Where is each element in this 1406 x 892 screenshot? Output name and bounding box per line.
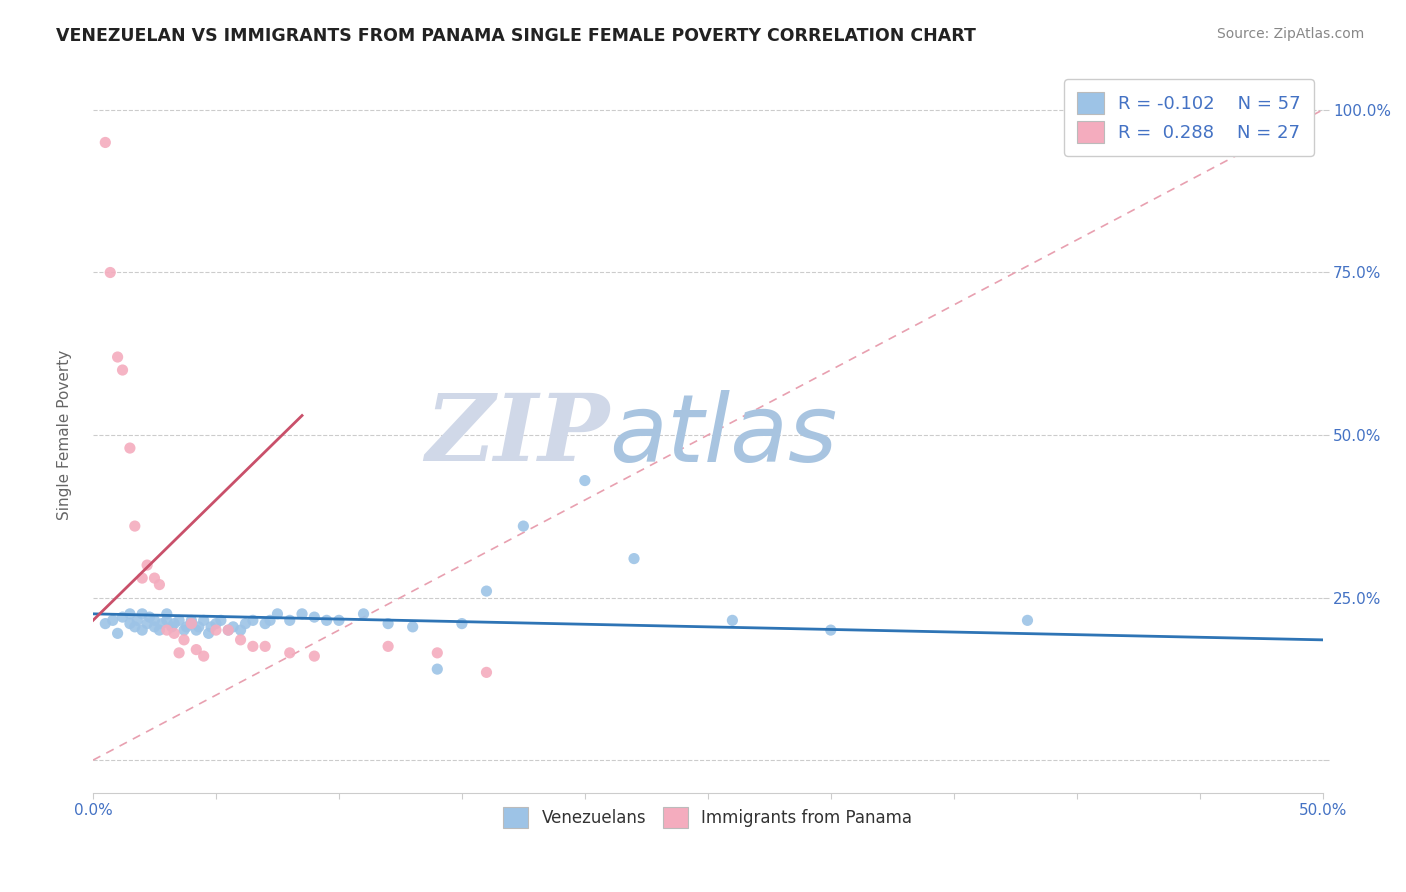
Point <box>136 616 159 631</box>
Point <box>186 623 208 637</box>
Point <box>200 620 222 634</box>
Point <box>426 646 449 660</box>
Point <box>118 607 141 621</box>
Point <box>94 616 117 631</box>
Point <box>304 610 326 624</box>
Y-axis label: Single Female Poverty: Single Female Poverty <box>58 350 72 520</box>
Point <box>187 620 209 634</box>
Point <box>150 616 173 631</box>
Point <box>180 613 202 627</box>
Point <box>278 613 301 627</box>
Point <box>186 642 208 657</box>
Point <box>377 640 399 654</box>
Point <box>235 616 257 631</box>
Point <box>242 640 264 654</box>
Point <box>143 613 166 627</box>
Point <box>721 613 744 627</box>
Point <box>512 519 534 533</box>
Point <box>209 613 232 627</box>
Point <box>167 646 190 660</box>
Point <box>205 616 228 631</box>
Point <box>127 613 149 627</box>
Point <box>328 613 350 627</box>
Point <box>156 623 179 637</box>
Point <box>143 571 166 585</box>
Point <box>180 616 202 631</box>
Point <box>222 620 245 634</box>
Point <box>205 623 228 637</box>
Point <box>167 613 190 627</box>
Point <box>242 613 264 627</box>
Point <box>353 607 375 621</box>
Point <box>101 613 124 627</box>
Point <box>156 613 179 627</box>
Point <box>1017 613 1039 627</box>
Text: Source: ZipAtlas.com: Source: ZipAtlas.com <box>1216 27 1364 41</box>
Point <box>143 620 166 634</box>
Point <box>217 623 239 637</box>
Point <box>138 610 160 624</box>
Text: ZIP: ZIP <box>425 390 609 480</box>
Point <box>180 616 202 631</box>
Point <box>377 616 399 631</box>
Point <box>131 607 153 621</box>
Point <box>163 626 186 640</box>
Point <box>574 474 596 488</box>
Point <box>124 620 146 634</box>
Point <box>148 623 170 637</box>
Point <box>131 571 153 585</box>
Text: atlas: atlas <box>609 390 838 481</box>
Point <box>475 584 498 599</box>
Point <box>94 136 117 150</box>
Point <box>107 350 129 364</box>
Point <box>291 607 314 621</box>
Point <box>118 441 141 455</box>
Point <box>131 623 153 637</box>
Point <box>193 613 215 627</box>
Point <box>229 623 252 637</box>
Point <box>118 616 141 631</box>
Point <box>304 649 326 664</box>
Point <box>820 623 842 637</box>
Point <box>176 620 198 634</box>
Legend: Venezuelans, Immigrants from Panama: Venezuelans, Immigrants from Panama <box>496 801 920 834</box>
Point <box>259 613 281 627</box>
Point <box>148 577 170 591</box>
Point <box>163 616 186 631</box>
Text: VENEZUELAN VS IMMIGRANTS FROM PANAMA SINGLE FEMALE POVERTY CORRELATION CHART: VENEZUELAN VS IMMIGRANTS FROM PANAMA SIN… <box>56 27 976 45</box>
Point <box>217 623 239 637</box>
Point <box>124 519 146 533</box>
Point <box>98 265 121 279</box>
Point <box>111 610 134 624</box>
Point <box>107 626 129 640</box>
Point <box>426 662 449 676</box>
Point <box>254 640 277 654</box>
Point <box>254 616 277 631</box>
Point <box>229 632 252 647</box>
Point <box>402 620 425 634</box>
Point <box>173 632 195 647</box>
Point <box>278 646 301 660</box>
Point <box>197 626 219 640</box>
Point <box>136 558 159 573</box>
Point <box>623 551 645 566</box>
Point <box>475 665 498 680</box>
Point <box>173 623 195 637</box>
Point <box>156 607 179 621</box>
Point <box>160 620 183 634</box>
Point <box>111 363 134 377</box>
Point <box>315 613 337 627</box>
Point <box>451 616 474 631</box>
Point <box>193 649 215 664</box>
Point <box>266 607 288 621</box>
